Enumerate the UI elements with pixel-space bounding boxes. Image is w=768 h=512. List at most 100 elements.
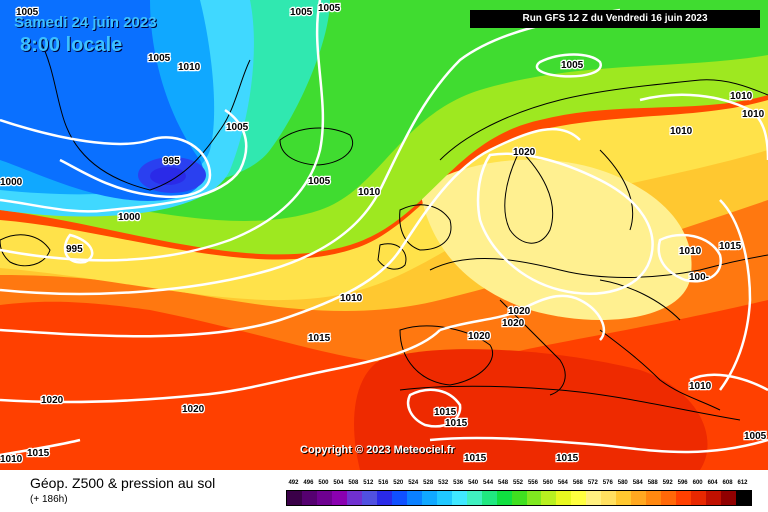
scale-swatch [466,491,482,505]
isobar-1010-se [689,373,768,392]
scale-swatch [691,491,707,505]
scale-swatch [706,491,722,505]
scale-swatch [376,491,392,505]
isobar-label: 1005 [561,60,584,71]
isobar-label: 1010 [730,91,753,102]
map-canvas: 1005 1005 1005 1005 1010 1005 1010 1010 1010 1005… [0,0,768,470]
scale-tick-label: 580 [617,480,628,486]
isobar-label: 1020 [508,306,531,317]
copyright: Copyright © 2023 Meteociel.fr [300,444,455,456]
isobar-1010-east-loop [657,233,722,283]
scale-tick-label: 532 [438,480,449,486]
isobar-label: 1010 [358,187,381,198]
isobar-label: 1010 [0,454,23,465]
legend-title: Géop. Z500 & pression au sol [30,475,216,491]
scale-tick-label: 564 [557,480,568,486]
scale-swatch [481,491,497,505]
scale-swatch [676,491,692,505]
isobar-1010-east [639,93,768,161]
scale-swatch [301,491,317,505]
scale-swatch [496,491,512,505]
weather-map: 1005 1005 1005 1005 1010 1005 1010 1010 1010 1005… [0,0,768,470]
isobar-1015-east [718,199,752,391]
isobar-label: 1005 [16,7,39,18]
isobar-label: 1015 [27,448,50,459]
scale-tick-label: 508 [348,480,359,486]
isobar-1015-south [406,388,462,428]
isobar-label: 1015 [556,453,579,464]
scale-tick-label: 492 [288,480,299,486]
isobar-label: 1010 [670,126,693,137]
forecast-time: 8:00 locale [20,34,123,56]
isobar-label: 1005 [226,122,249,133]
scale-swatch [287,491,302,505]
scale-swatch [631,491,647,505]
scale-tick-label: 524 [408,480,419,486]
isobar-label: 995 [66,244,83,255]
scale-swatch [331,491,347,505]
scale-swatch [361,491,377,505]
legend-scale-labels: 492 496 500 504 508 512 516 520 524 528 532 536 540 5… [282,480,754,490]
scale-swatch [616,491,632,505]
scale-tick-label: 608 [722,480,733,486]
isobar-label: 1020 [513,147,536,158]
isobar-label: 1020 [502,318,525,329]
isobar-1010 [0,8,621,296]
scale-tick-label: 572 [587,480,598,486]
isobar-label: 1020 [182,404,205,415]
isobar-label: 1015 [434,407,457,418]
scale-tick-label: 520 [393,480,404,486]
scale-tick-label: 600 [692,480,703,486]
scale-tick-label: 552 [512,480,524,486]
isobar-labels: 1005 1005 1005 1005 1010 1005 1010 1010 1010 1005… [0,2,768,467]
isobar-label: 1010 [689,381,712,392]
isobar-1020-west [0,329,441,404]
isobar-label: 1010 [742,109,765,120]
isobar-label: 1005 [290,7,313,18]
scale-tick-label: 500 [318,480,329,486]
isobar-label: 1010 [679,246,702,257]
isobar-1005 [0,0,325,262]
isobar-label: 1000 [118,212,141,223]
forecast-date: Samedi 24 juin 2023 [14,14,157,31]
field-pale-yellow [420,159,692,320]
isobar-label: 1010 [178,62,201,73]
isobar-label: 1005 [148,53,171,64]
scale-swatch [436,491,452,505]
scale-swatch [601,491,617,505]
legend-subtitle: (+ 186h) [30,494,68,505]
isobar-1000 [0,108,248,213]
scale-swatch [421,491,437,505]
scale-swatch [526,491,542,505]
scale-tick-label: 536 [453,480,464,486]
isobar-995-small [63,233,94,264]
scale-tick-label: 504 [333,480,344,486]
isobar-label: 995 [163,156,180,167]
scale-tick-label: 556 [527,480,538,486]
isobar-label: 1020 [41,395,64,406]
isobar-1020-europe [476,152,654,295]
isobars [0,0,768,457]
scale-tick-label: 540 [468,480,479,486]
scale-tick-label: 516 [378,480,389,486]
isobar-1015-bottom [429,436,768,454]
isobar-995 [0,118,212,199]
isobar-label: 1005 [318,3,341,14]
scale-swatch [721,491,737,505]
isobar-label: 1010 [340,293,363,304]
isobar-label: 100- [689,272,709,283]
scale-tick-label: 548 [498,480,509,486]
scale-tick-label: 496 [303,480,314,486]
scale-tick-label: 612 [737,480,748,486]
scale-tick-label: 592 [662,480,673,486]
isobar-1005-north [535,53,602,78]
scale-tick-label: 544 [483,480,494,486]
scale-swatch [346,491,362,505]
isobar-label: 1005 [744,431,767,442]
field-mid-blue [0,0,204,201]
scale-tick-label: 528 [423,480,434,486]
isobar-label: 1000 [0,177,23,188]
isobar-1010-sw [0,438,81,457]
scale-swatch [556,491,572,505]
isobar-1020-center [439,294,606,341]
